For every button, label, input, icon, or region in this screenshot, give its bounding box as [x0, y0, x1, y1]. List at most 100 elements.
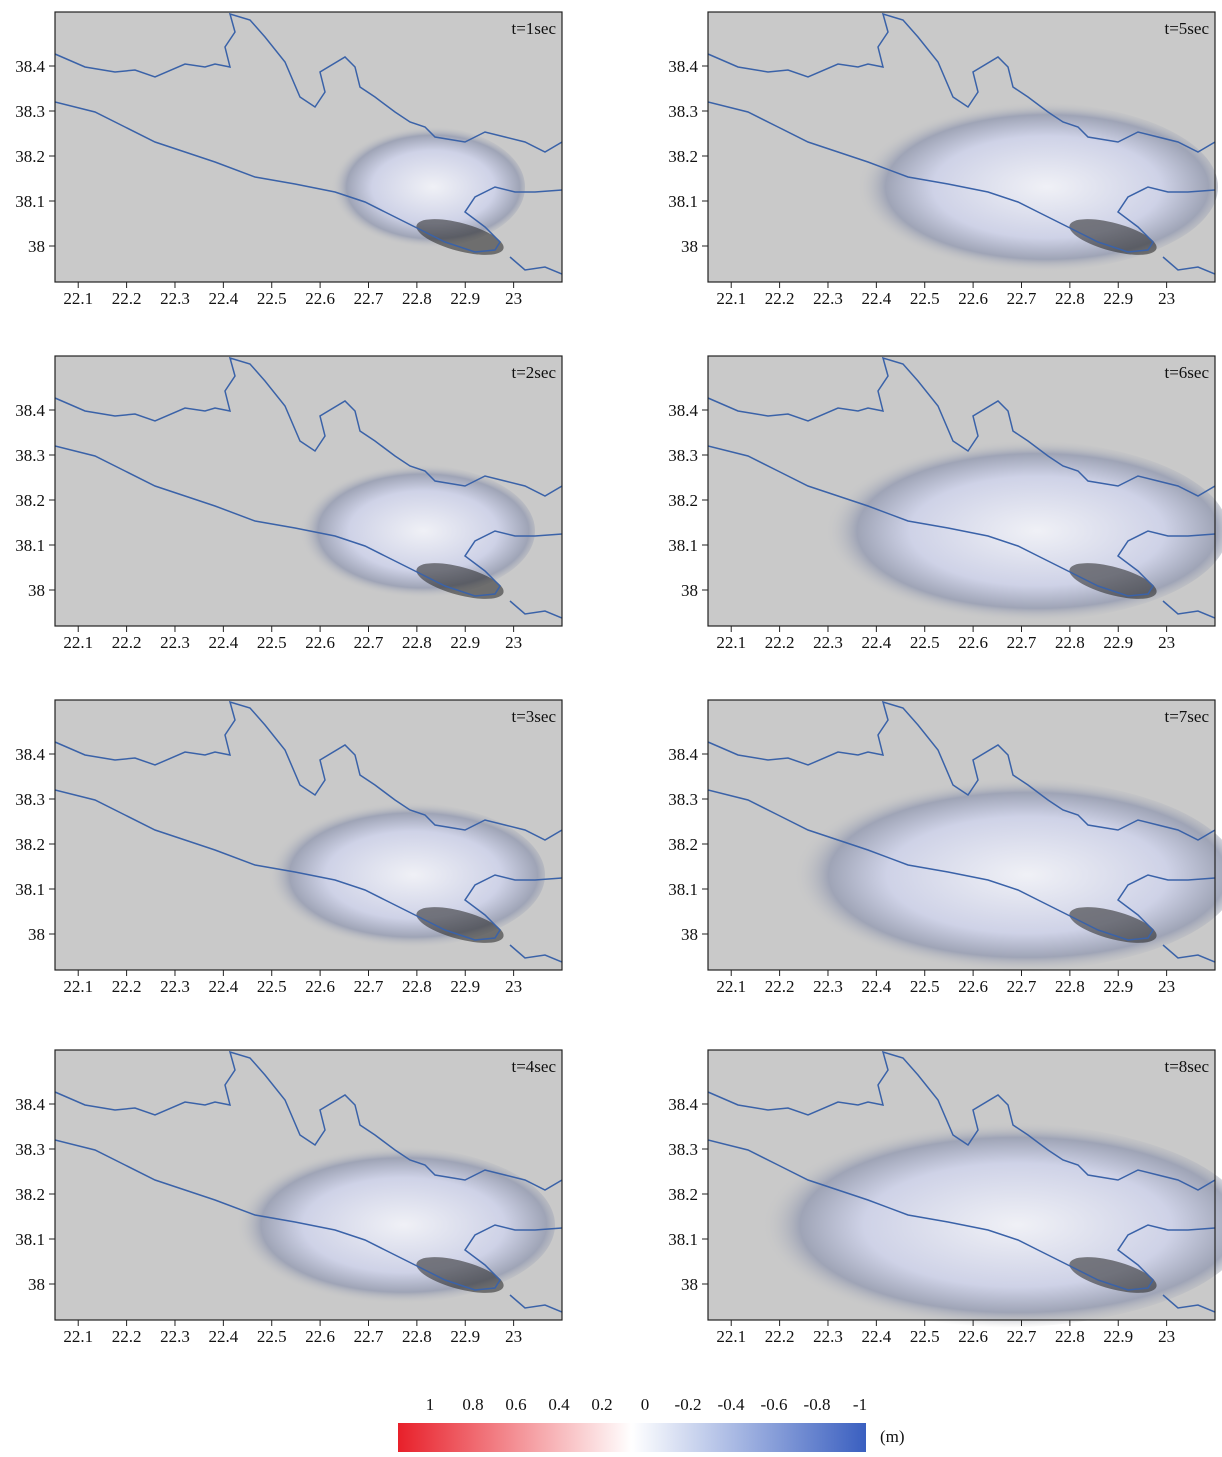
x-tick-label: 23	[505, 1327, 522, 1346]
x-tick-label: 22.5	[257, 633, 287, 652]
x-tick-label: 22.2	[112, 1327, 142, 1346]
x-tick-label: 22.4	[861, 977, 891, 996]
x-tick-label: 22.8	[1055, 1327, 1085, 1346]
y-tick-label: 38.4	[668, 401, 698, 420]
y-tick-label: 38.3	[668, 790, 698, 809]
y-tick-label: 38.3	[668, 102, 698, 121]
x-tick-label: 22.6	[305, 633, 335, 652]
panel-label: t=6sec	[1164, 363, 1209, 382]
y-tick-label: 38.2	[668, 491, 698, 510]
y-tick-label: 38	[28, 1275, 45, 1294]
x-tick-label: 22.7	[354, 633, 384, 652]
colorbar-tick-label: -1	[853, 1395, 867, 1414]
x-tick-label: 22.2	[765, 977, 795, 996]
x-tick-label: 23	[1158, 289, 1175, 308]
y-tick-label: 38.4	[15, 57, 45, 76]
x-tick-label: 22.9	[450, 977, 480, 996]
y-tick-label: 38.1	[15, 1230, 45, 1249]
map-panel: t=3sec22.122.222.322.422.522.622.722.822…	[15, 700, 562, 996]
x-tick-label: 22.2	[112, 633, 142, 652]
x-tick-label: 22.3	[813, 1327, 843, 1346]
x-tick-label: 22.6	[305, 977, 335, 996]
x-tick-label: 22.1	[716, 977, 746, 996]
y-tick-label: 38	[28, 581, 45, 600]
x-tick-label: 23	[505, 977, 522, 996]
y-tick-label: 38.1	[15, 536, 45, 555]
x-tick-label: 22.5	[257, 977, 287, 996]
x-tick-label: 22.1	[63, 289, 93, 308]
y-tick-label: 38.4	[15, 1095, 45, 1114]
x-tick-label: 22.7	[354, 977, 384, 996]
x-tick-label: 22.6	[958, 633, 988, 652]
y-tick-label: 38.4	[668, 1095, 698, 1114]
panel-label: t=8sec	[1164, 1057, 1209, 1076]
x-tick-label: 22.2	[112, 289, 142, 308]
x-tick-label: 22.9	[1103, 289, 1133, 308]
panel-label: t=3sec	[511, 707, 556, 726]
x-tick-label: 22.4	[208, 289, 238, 308]
wave-field	[804, 440, 1222, 622]
y-tick-label: 38.4	[668, 57, 698, 76]
y-tick-label: 38	[681, 925, 698, 944]
x-tick-label: 22.7	[354, 289, 384, 308]
y-tick-label: 38	[681, 237, 698, 256]
x-tick-label: 22.5	[257, 1327, 287, 1346]
x-tick-label: 22.8	[402, 633, 432, 652]
y-tick-label: 38.2	[15, 1185, 45, 1204]
colorbar-tick-label: 0.8	[462, 1395, 483, 1414]
x-tick-label: 22.3	[160, 289, 190, 308]
x-tick-label: 22.5	[910, 1327, 940, 1346]
x-tick-label: 23	[1158, 1327, 1175, 1346]
y-tick-label: 38.2	[668, 835, 698, 854]
y-tick-label: 38	[28, 237, 45, 256]
x-tick-label: 22.3	[813, 977, 843, 996]
colorbar-unit: (m)	[880, 1427, 905, 1446]
colorbar-tick-label: 0.6	[505, 1395, 526, 1414]
x-tick-label: 22.8	[1055, 977, 1085, 996]
x-tick-label: 22.1	[63, 1327, 93, 1346]
x-tick-label: 22.7	[1007, 1327, 1037, 1346]
panel-label: t=7sec	[1164, 707, 1209, 726]
y-tick-label: 38.2	[15, 835, 45, 854]
colorbar-tick-label: 0.4	[548, 1395, 570, 1414]
y-tick-label: 38	[681, 581, 698, 600]
x-tick-label: 22.7	[1007, 633, 1037, 652]
x-tick-label: 22.6	[958, 977, 988, 996]
x-tick-label: 22.2	[765, 633, 795, 652]
x-tick-label: 23	[1158, 977, 1175, 996]
y-tick-label: 38.3	[15, 790, 45, 809]
panel-label: t=5sec	[1164, 19, 1209, 38]
colorbar-tick-label: -0.6	[761, 1395, 788, 1414]
x-tick-label: 22.1	[716, 289, 746, 308]
x-tick-label: 22.5	[910, 633, 940, 652]
y-tick-label: 38	[681, 1275, 698, 1294]
x-tick-label: 22.3	[160, 633, 190, 652]
x-tick-label: 22.8	[402, 1327, 432, 1346]
x-tick-label: 22.6	[958, 1327, 988, 1346]
x-tick-label: 22.4	[208, 977, 238, 996]
x-tick-label: 22.5	[910, 977, 940, 996]
x-tick-label: 22.7	[1007, 289, 1037, 308]
wave-field	[770, 778, 1222, 972]
x-tick-label: 22.4	[208, 633, 238, 652]
x-tick-label: 22.9	[1103, 633, 1133, 652]
x-tick-label: 22.3	[813, 289, 843, 308]
y-tick-label: 38.1	[668, 1230, 698, 1249]
panel-label: t=2sec	[511, 363, 556, 382]
x-tick-label: 22.1	[63, 977, 93, 996]
y-tick-label: 38.1	[668, 880, 698, 899]
y-tick-label: 38.1	[668, 536, 698, 555]
y-tick-label: 38	[28, 925, 45, 944]
x-tick-label: 22.9	[1103, 977, 1133, 996]
x-tick-label: 22.4	[861, 1327, 891, 1346]
map-panel: t=5sec22.122.222.322.422.522.622.722.822…	[668, 12, 1218, 308]
x-tick-label: 22.6	[305, 289, 335, 308]
y-tick-label: 38.2	[668, 147, 698, 166]
colorbar-tick-label: 1	[426, 1395, 435, 1414]
colorbar-tick-label: -0.4	[718, 1395, 745, 1414]
panel-label: t=4sec	[511, 1057, 556, 1076]
x-tick-label: 22.9	[1103, 1327, 1133, 1346]
